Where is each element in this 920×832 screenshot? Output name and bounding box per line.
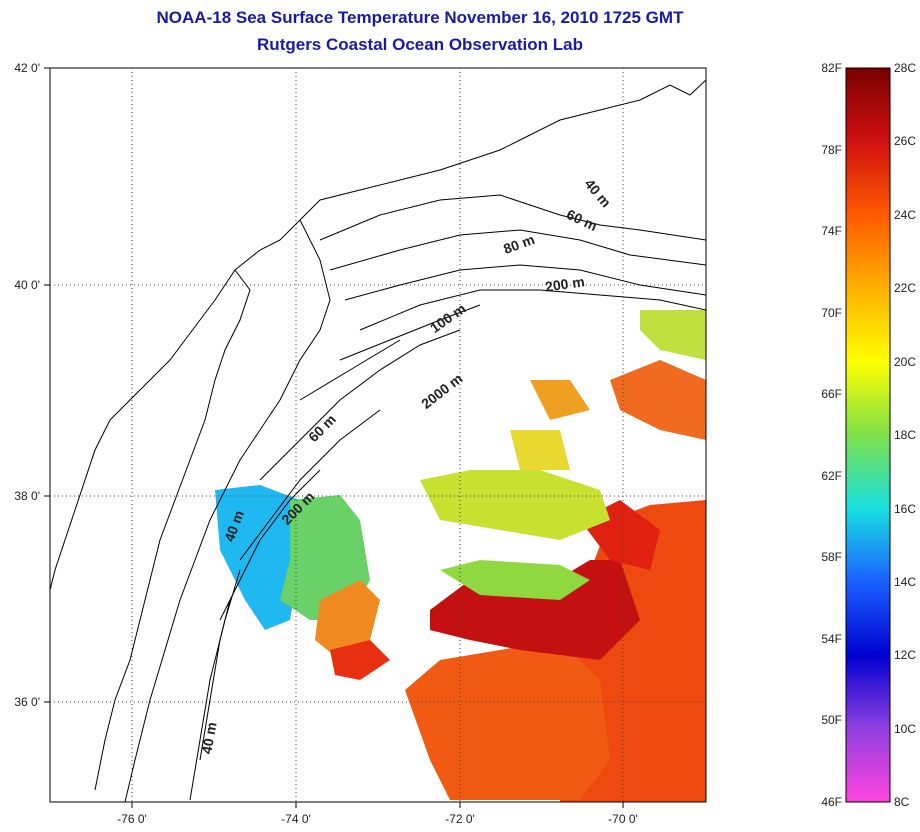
sst-patch-orange-shelf: [315, 580, 380, 660]
colorbar-label-f: 46F: [821, 795, 842, 809]
colorbar-label-c: 10C: [894, 722, 917, 736]
lon-label-70: -70 0': [608, 812, 638, 826]
graticule: [50, 68, 706, 802]
colorbar-label-c: 28C: [894, 61, 917, 75]
coastline: [50, 79, 706, 802]
colorbar-label-c: 16C: [894, 502, 917, 516]
lon-label-72: -72 0': [445, 812, 475, 826]
colorbar-label-c: 18C: [894, 428, 917, 442]
sst-data-layer: [215, 310, 706, 802]
colorbar-label-f: 66F: [821, 387, 842, 401]
colorbar-label-c: 20C: [894, 355, 917, 369]
sst-patch-orange-north: [530, 380, 590, 420]
colorbar-label-f: 70F: [821, 306, 842, 320]
sst-patch-green: [440, 560, 590, 600]
sst-patch-red-small: [330, 640, 390, 680]
colorbar-label-c: 14C: [894, 575, 917, 589]
lat-label-40: 40 0': [14, 278, 40, 292]
colorbar-label-f: 54F: [821, 632, 842, 646]
lat-label-42: 42 0': [14, 61, 40, 75]
lon-label-76: -76 0': [117, 812, 147, 826]
colorbar-label-c: 26C: [894, 134, 917, 148]
map-title: NOAA-18 Sea Surface Temperature November…: [156, 8, 684, 27]
lon-label-74: -74 0': [281, 812, 311, 826]
colorbar-label-f: 74F: [821, 224, 842, 238]
lat-label-36: 36 0': [14, 695, 40, 709]
map-subtitle: Rutgers Coastal Ocean Observation Lab: [257, 35, 583, 54]
lat-label-38: 38 0': [14, 489, 40, 503]
colorbar-label-f: 50F: [821, 713, 842, 727]
sst-patch-orange-se: [405, 640, 610, 800]
sst-patch-yellowgreen-north: [420, 470, 610, 540]
sst-patch-yellow-n1: [510, 430, 570, 470]
colorbar-label-c: 12C: [894, 648, 917, 662]
sst-patch-orange-ne: [610, 360, 706, 440]
colorbar-label-c: 22C: [894, 281, 917, 295]
colorbar-label-c: 8C: [894, 795, 910, 809]
colorbar-label-c: 24C: [894, 208, 917, 222]
bathymetry-contours: [189, 194, 706, 801]
colorbar-label-f: 82F: [821, 61, 842, 75]
axis-ticks: [44, 67, 624, 808]
colorbar: [845, 67, 891, 803]
map-frame: [49, 67, 707, 803]
colorbar-label-f: 62F: [821, 469, 842, 483]
colorbar-label-f: 58F: [821, 550, 842, 564]
colorbar-label-f: 78F: [821, 143, 842, 157]
sst-patch-yellow-ne: [640, 310, 706, 360]
